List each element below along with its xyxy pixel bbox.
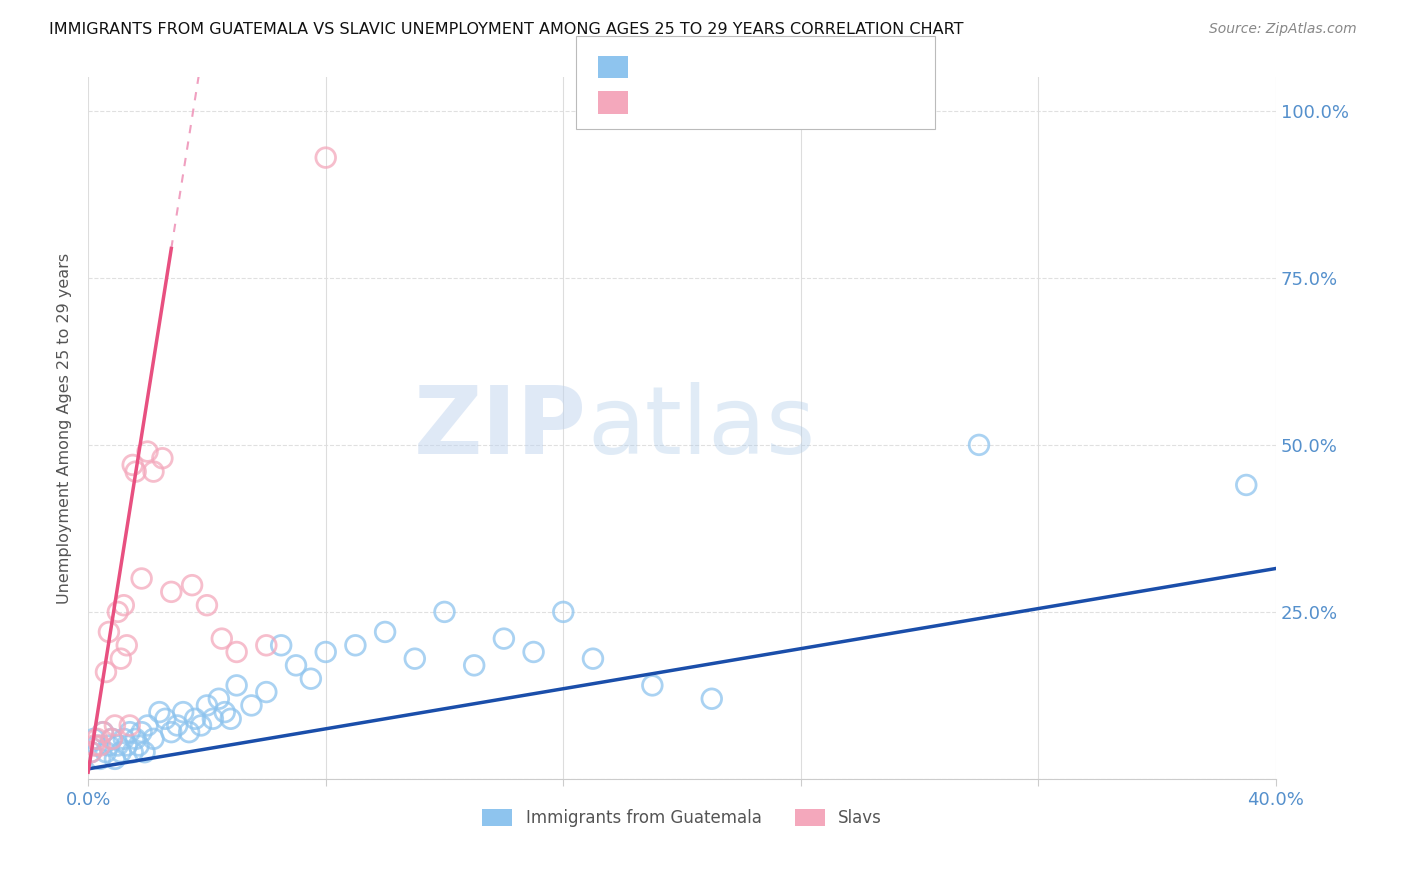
- Point: [142, 731, 165, 746]
- Point: [110, 745, 132, 759]
- Point: [184, 712, 207, 726]
- Point: [148, 705, 170, 719]
- Point: [299, 672, 322, 686]
- Point: [104, 752, 127, 766]
- Point: [110, 651, 132, 665]
- Point: [492, 632, 515, 646]
- Point: [225, 645, 247, 659]
- Point: [86, 739, 108, 753]
- Point: [131, 572, 153, 586]
- Point: [115, 739, 138, 753]
- Text: atlas: atlas: [588, 382, 815, 475]
- Point: [270, 638, 292, 652]
- Point: [101, 731, 124, 746]
- Point: [160, 725, 183, 739]
- Point: [160, 585, 183, 599]
- Point: [124, 465, 146, 479]
- Point: [142, 465, 165, 479]
- Point: [150, 451, 173, 466]
- Point: [155, 712, 177, 726]
- Point: [190, 718, 212, 732]
- Point: [211, 632, 233, 646]
- Point: [136, 444, 159, 458]
- Point: [181, 578, 204, 592]
- Point: [285, 658, 308, 673]
- Point: [315, 645, 337, 659]
- Point: [179, 725, 201, 739]
- Point: [112, 598, 135, 612]
- Point: [641, 678, 664, 692]
- Point: [195, 598, 218, 612]
- Point: [121, 745, 143, 759]
- Point: [315, 151, 337, 165]
- Point: [404, 651, 426, 665]
- Point: [83, 739, 105, 753]
- Point: [254, 685, 277, 699]
- Point: [136, 718, 159, 732]
- Point: [700, 691, 723, 706]
- Point: [97, 739, 120, 753]
- Point: [166, 718, 188, 732]
- Point: [94, 665, 117, 679]
- Text: ZIP: ZIP: [415, 382, 588, 475]
- Point: [94, 745, 117, 759]
- Point: [195, 698, 218, 713]
- Point: [219, 712, 242, 726]
- Point: [115, 638, 138, 652]
- Point: [553, 605, 575, 619]
- Point: [433, 605, 456, 619]
- Point: [118, 718, 141, 732]
- Point: [374, 624, 396, 639]
- Point: [128, 739, 150, 753]
- Point: [240, 698, 263, 713]
- Y-axis label: Unemployment Among Ages 25 to 29 years: Unemployment Among Ages 25 to 29 years: [58, 252, 72, 604]
- Point: [91, 725, 114, 739]
- Point: [107, 605, 129, 619]
- Point: [83, 731, 105, 746]
- Point: [172, 705, 194, 719]
- Point: [582, 651, 605, 665]
- Point: [523, 645, 546, 659]
- Point: [104, 718, 127, 732]
- Text: R = 0.497   N = 54: R = 0.497 N = 54: [640, 58, 824, 76]
- Point: [208, 691, 231, 706]
- Legend: Immigrants from Guatemala, Slavs: Immigrants from Guatemala, Slavs: [475, 802, 889, 834]
- Text: R = 0.739   N = 27: R = 0.739 N = 27: [640, 94, 824, 112]
- Point: [344, 638, 367, 652]
- Point: [214, 705, 236, 719]
- Point: [80, 745, 103, 759]
- Point: [86, 731, 108, 746]
- Point: [124, 731, 146, 746]
- Point: [112, 731, 135, 746]
- Point: [463, 658, 485, 673]
- Point: [101, 731, 124, 746]
- Point: [107, 739, 129, 753]
- Point: [89, 752, 111, 766]
- Point: [967, 438, 990, 452]
- Point: [134, 745, 156, 759]
- Point: [131, 725, 153, 739]
- Point: [118, 725, 141, 739]
- Point: [89, 739, 111, 753]
- Point: [121, 458, 143, 472]
- Point: [1234, 478, 1257, 492]
- Point: [201, 712, 224, 726]
- Point: [225, 678, 247, 692]
- Point: [80, 745, 103, 759]
- Point: [91, 725, 114, 739]
- Point: [254, 638, 277, 652]
- Text: Source: ZipAtlas.com: Source: ZipAtlas.com: [1209, 22, 1357, 37]
- Point: [97, 624, 120, 639]
- Text: IMMIGRANTS FROM GUATEMALA VS SLAVIC UNEMPLOYMENT AMONG AGES 25 TO 29 YEARS CORRE: IMMIGRANTS FROM GUATEMALA VS SLAVIC UNEM…: [49, 22, 963, 37]
